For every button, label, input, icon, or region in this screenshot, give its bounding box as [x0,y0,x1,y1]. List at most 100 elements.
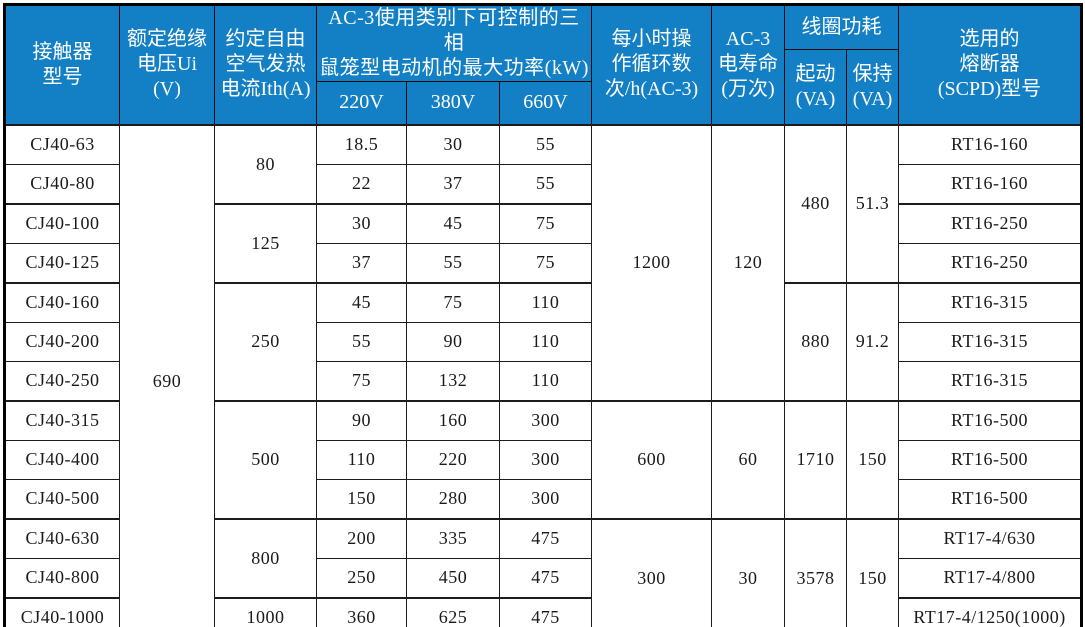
cell-p380: 90 [406,321,500,362]
cell-fuse: RT17-4/1250(1000) [898,596,1083,627]
table-row: CJ40-315 500 90 160 300 600 60 1710 150 … [4,399,1083,519]
table-row: CJ40-80 22 37 55 RT16-160 [4,163,1083,204]
cell-model: CJ40-125 [4,242,120,283]
cell-ith: 500 [214,399,317,519]
cell-cycles: 600 [591,399,713,519]
cell-ith: 1000 [214,596,317,627]
table-row: CJ40-125 37 55 75 RT16-250 [4,242,1083,283]
cell-fuse: RT16-500 [898,478,1083,519]
cell-fuse: RT16-315 [898,281,1083,323]
cell-ui: 690 [119,123,215,627]
cell-p380: 450 [406,557,500,598]
header-model: 接触器 型号 [4,4,120,125]
header-ui: 额定绝缘 电压Ui (V) [119,4,215,125]
cell-p220: 30 [316,202,407,244]
cell-model: CJ40-315 [4,399,120,441]
header-power-group: AC-3使用类别下可控制的三相 鼠笼型电动机的最大功率(kW) [315,4,593,82]
cell-model: CJ40-1000 [4,596,120,627]
table-row: CJ40-63 690 80 18.5 30 55 1200 120 480 5… [4,123,1083,627]
cell-p660: 110 [498,321,593,362]
cell-model: CJ40-100 [4,202,120,244]
cell-p660: 55 [498,123,593,165]
cell-p220: 75 [316,360,407,401]
table-row: CJ40-630 800 200 335 475 300 30 3578 150… [4,517,1083,627]
table-header: 接触器 型号 额定绝缘 电压Ui (V) 约定自由 空气发热 电流Ith(A) … [4,4,1083,125]
cell-p380: 160 [406,399,500,441]
table-row: CJ40-160 250 45 75 110 880 91.2 RT16-315 [4,281,1083,401]
cell-p660: 475 [498,557,593,598]
table-row: CJ40-1000 1000 360 625 475 RT17-4/1250(1… [4,596,1083,627]
cell-p380: 75 [406,281,500,323]
cell-p660: 75 [498,202,593,244]
cell-fuse: RT16-160 [898,123,1083,165]
cell-p380: 625 [406,596,500,627]
cell-start: 3578 [784,517,848,627]
cell-p220: 90 [316,399,407,441]
cell-life: 60 [711,399,786,519]
cell-model: CJ40-200 [4,321,120,362]
table-row: CJ40-200 55 90 110 RT16-315 [4,321,1083,362]
cell-fuse: RT16-250 [898,202,1083,244]
contactor-spec-table: 接触器 型号 额定绝缘 电压Ui (V) 约定自由 空气发热 电流Ith(A) … [3,3,1084,627]
cell-p220: 250 [316,557,407,598]
cell-p380: 220 [406,439,500,480]
table-row: CJ40-800 250 450 475 RT17-4/800 [4,557,1083,598]
table-row: CJ40-500 150 280 300 RT16-500 [4,478,1083,519]
cell-p220: 37 [316,242,407,283]
header-220v: 220V [316,81,407,125]
cell-start: 880 [784,281,848,401]
cell-fuse: RT16-500 [898,439,1083,480]
cell-p660: 75 [498,242,593,283]
header-coil-group: 线圈功耗 [784,4,900,50]
cell-model: CJ40-800 [4,557,120,598]
cell-model: CJ40-400 [4,439,120,480]
table-row: CJ40-400 110 220 300 RT16-500 [4,439,1083,480]
cell-p380: 132 [406,360,500,401]
cell-p380: 280 [406,478,500,519]
cell-ith: 80 [214,123,317,204]
cell-model: CJ40-63 [4,123,120,165]
cell-p220: 200 [316,517,407,559]
cell-cycles: 1200 [591,123,713,401]
cell-p380: 37 [406,163,500,204]
cell-model: CJ40-80 [4,163,120,204]
cell-ith: 125 [214,202,317,283]
table-row: CJ40-100 125 30 45 75 RT16-250 [4,202,1083,283]
cell-model: CJ40-500 [4,478,120,519]
cell-p660: 475 [498,517,593,559]
cell-p220: 22 [316,163,407,204]
cell-hold: 91.2 [846,281,900,401]
header-660v: 660V [498,81,593,125]
cell-fuse: RT16-250 [898,242,1083,283]
cell-p660: 300 [498,478,593,519]
cell-p660: 110 [498,281,593,323]
cell-p220: 45 [316,281,407,323]
cell-ith: 800 [214,517,317,598]
cell-p220: 110 [316,439,407,480]
cell-hold: 150 [846,399,900,519]
cell-p660: 300 [498,439,593,480]
cell-p380: 30 [406,123,500,165]
cell-life: 120 [711,123,786,401]
cell-model: CJ40-630 [4,517,120,559]
header-life: AC-3 电寿命 (万次) [711,4,786,125]
cell-p220: 150 [316,478,407,519]
cell-fuse: RT17-4/800 [898,557,1083,598]
cell-fuse: RT16-160 [898,163,1083,204]
cell-p220: 18.5 [316,123,407,165]
cell-start: 480 [784,123,848,283]
cell-fuse: RT16-315 [898,321,1083,362]
cell-life: 30 [711,517,786,627]
cell-start: 1710 [784,399,848,519]
cell-ith: 250 [214,281,317,401]
cell-p220: 55 [316,321,407,362]
header-fuse: 选用的 熔断器 (SCPD)型号 [898,4,1083,125]
cell-p660: 475 [498,596,593,627]
cell-p380: 45 [406,202,500,244]
cell-hold: 51.3 [846,123,900,283]
cell-p660: 300 [498,399,593,441]
cell-model: CJ40-250 [4,360,120,401]
cell-hold: 150 [846,517,900,627]
cell-p380: 55 [406,242,500,283]
